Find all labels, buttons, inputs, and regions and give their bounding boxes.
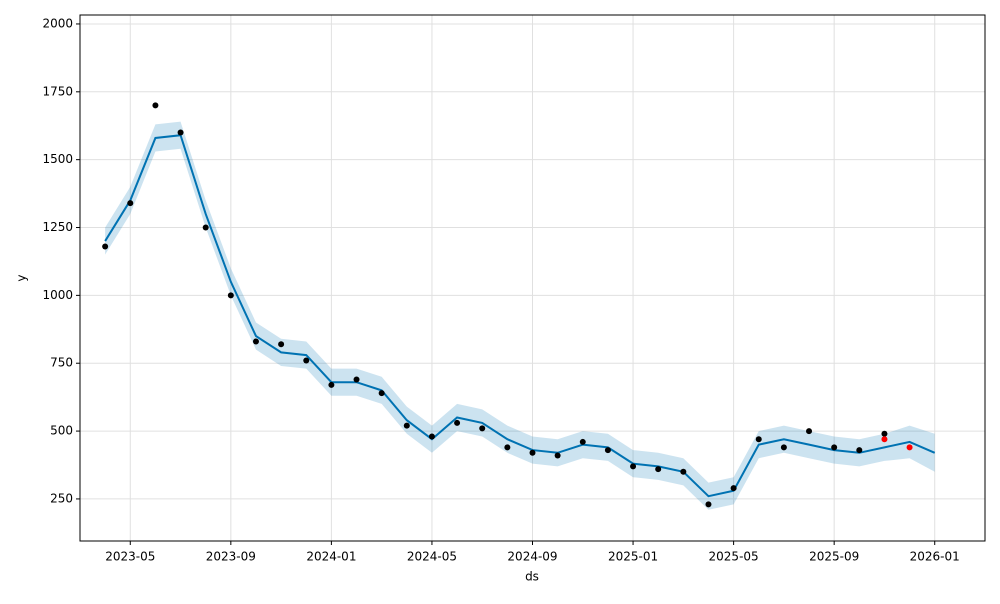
- x-tick-label: 2025-09: [809, 550, 859, 564]
- data-point: [252, 338, 259, 345]
- data-point: [152, 102, 159, 109]
- data-point: [806, 428, 813, 435]
- data-point: [303, 357, 310, 364]
- data-point: [755, 436, 762, 443]
- data-point: [604, 447, 611, 454]
- data-point: [881, 436, 888, 443]
- y-axis-label: y: [15, 274, 29, 281]
- data-point: [127, 200, 134, 207]
- x-tick-label: 2024-05: [407, 550, 457, 564]
- data-point: [353, 376, 360, 383]
- y-tick-label: 1500: [42, 152, 73, 166]
- data-point: [328, 381, 335, 388]
- x-tick-label: 2023-09: [206, 550, 256, 564]
- data-point: [504, 444, 511, 451]
- x-tick-label: 2023-05: [105, 550, 155, 564]
- y-tick-label: 1000: [42, 288, 73, 302]
- x-axis-label: ds: [525, 570, 539, 584]
- data-point: [479, 425, 486, 432]
- data-point: [881, 430, 888, 437]
- data-point: [730, 485, 737, 492]
- x-tick-label: 2024-01: [306, 550, 356, 564]
- data-point: [630, 463, 637, 470]
- data-point: [278, 341, 285, 348]
- data-point: [202, 224, 209, 231]
- data-point: [529, 449, 536, 456]
- data-point: [454, 419, 461, 426]
- x-tick-label: 2024-09: [507, 550, 557, 564]
- y-tick-label: 250: [50, 491, 73, 505]
- y-tick-label: 750: [50, 356, 73, 370]
- x-tick-label: 2025-05: [709, 550, 759, 564]
- y-tick-label: 1250: [42, 220, 73, 234]
- data-point: [780, 444, 787, 451]
- data-point: [554, 452, 561, 459]
- data-point: [680, 468, 687, 475]
- y-tick-label: 2000: [42, 16, 73, 30]
- y-tick-label: 1750: [42, 84, 73, 98]
- data-point: [428, 433, 435, 440]
- data-point: [655, 466, 662, 473]
- data-point: [831, 444, 838, 451]
- data-point: [177, 129, 184, 136]
- data-point: [856, 447, 863, 454]
- data-point: [906, 444, 913, 451]
- uncertainty-band: [105, 121, 935, 510]
- data-point: [102, 243, 109, 250]
- data-point: [227, 292, 234, 299]
- x-tick-label: 2025-01: [608, 550, 658, 564]
- x-tick-label: 2026-01: [910, 550, 960, 564]
- data-point: [579, 438, 586, 445]
- data-point: [705, 501, 712, 508]
- data-point: [378, 390, 385, 397]
- data-point: [403, 422, 410, 429]
- y-tick-label: 500: [50, 424, 73, 438]
- forecast-line: [104, 134, 936, 498]
